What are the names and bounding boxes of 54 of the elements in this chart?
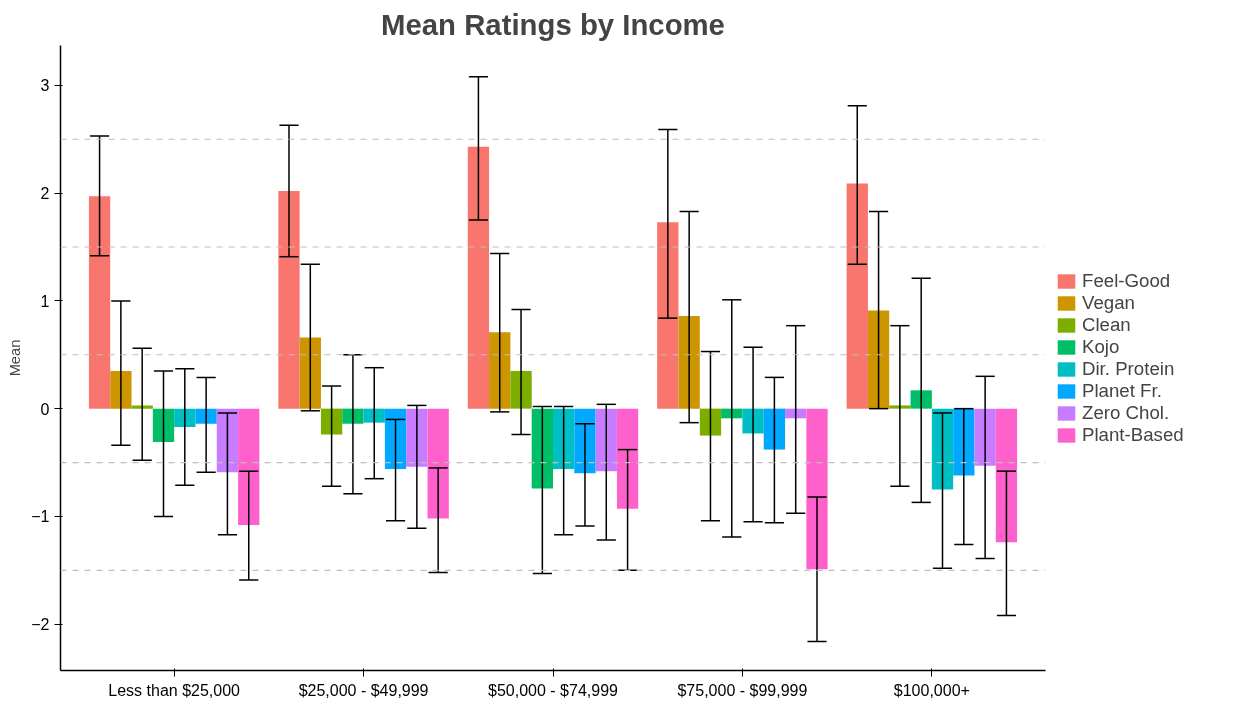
y-tick-label: 0 [40,400,50,418]
bar [238,408,260,526]
bar [867,310,890,409]
bar [889,405,911,409]
legend-label: Clean [1082,313,1131,336]
bar [110,370,132,409]
y-axis-title: Mean [7,339,24,377]
bar [384,408,407,469]
bar [278,190,300,409]
bar [489,332,511,409]
bar [553,408,575,469]
legend-label: Dir. Protein [1082,357,1175,380]
bar [616,408,639,509]
x-tick-label: Less than $25,000 [108,681,241,699]
x-tick-label: $50,000 - $74,999 [488,681,619,699]
bar [88,196,111,409]
y-tick-label: 1 [40,292,50,310]
bar [152,408,175,443]
bar [320,408,343,435]
bar [995,408,1018,543]
y-tick-label: 2 [40,185,50,203]
bar [406,408,428,467]
bar [846,183,868,409]
bar [657,222,679,409]
bar [299,337,321,409]
y-tick-label: −2 [31,616,50,634]
bar [742,408,764,434]
bar [510,370,532,409]
bar [595,408,617,472]
x-tick-label: $100,000+ [893,681,970,699]
x-tick-label: $75,000 - $99,999 [677,681,808,699]
bar [763,408,786,450]
legend-label: Vegan [1082,291,1135,314]
bar [806,408,828,570]
y-tick-label: 3 [40,77,50,95]
bar [427,408,449,519]
bar [216,408,239,473]
bar [531,408,553,489]
bar [467,146,490,409]
y-tick-label: −1 [31,508,50,526]
x-tick-label: $25,000 - $49,999 [298,681,429,699]
bar [574,408,596,474]
bar [678,315,700,409]
legend-label: Plant-Based [1082,423,1184,446]
bar [910,390,932,409]
legend-label: Zero Chol. [1082,401,1170,424]
legend-label: Kojo [1082,335,1120,358]
bar [131,405,153,409]
bar [195,408,217,424]
legend-label: Planet Fr. [1082,379,1162,402]
legend-label: Feel-Good [1082,269,1171,292]
bar [699,408,722,436]
bar [342,408,364,424]
chart-title: Mean Ratings by Income [381,7,725,41]
